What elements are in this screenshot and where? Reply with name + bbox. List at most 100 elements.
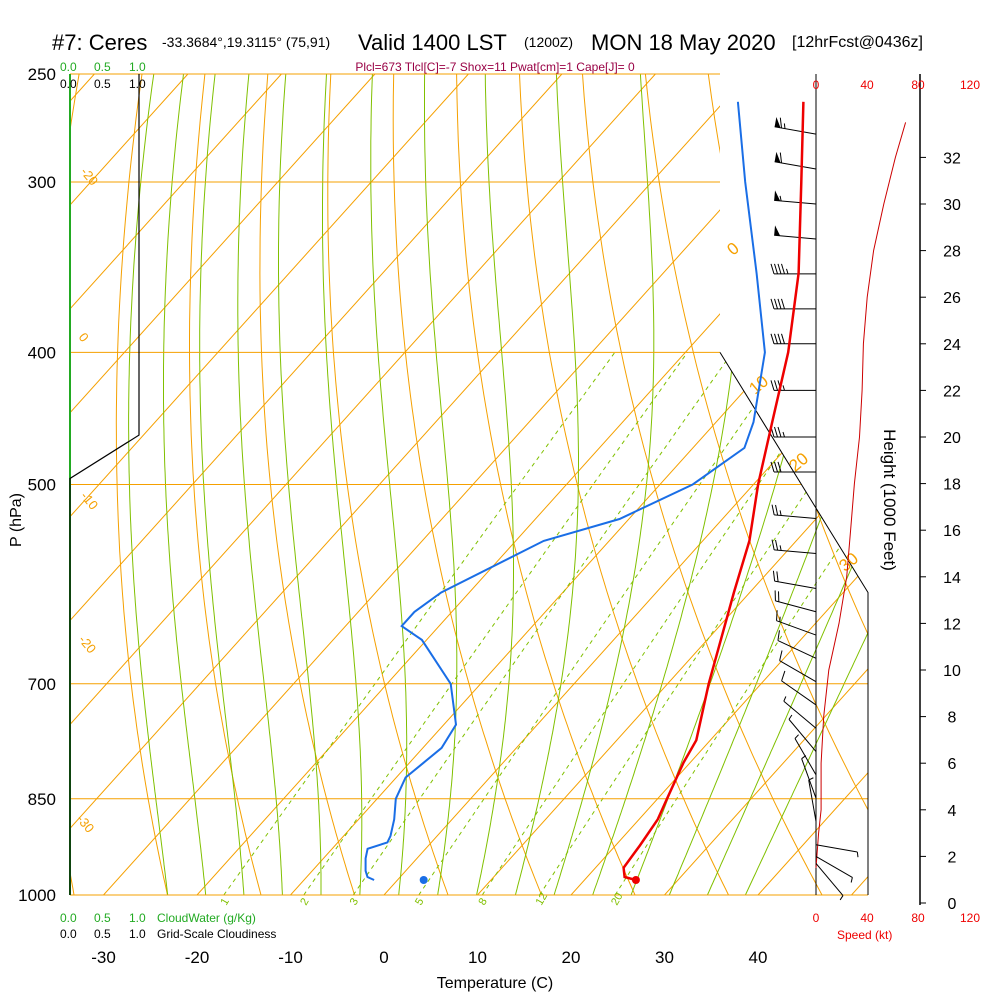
isotherm-label: -10 [78,489,102,513]
height-tick-label: 14 [943,570,961,587]
wind-barb [774,225,817,240]
cloudiness-top-tick-0: 0.0 [60,77,77,91]
wind-barb [815,863,844,901]
sounding-traces [364,101,805,885]
cloudiness-label: Grid-Scale Cloudiness [157,927,276,941]
height-tick-label: 2 [948,849,957,866]
moist-adiabat-line [656,74,868,895]
temperature-tick-label: -30 [91,948,116,967]
cloudiness-top-tick-1: 0.5 [94,77,111,91]
isotherm-line [664,74,868,895]
speed-bottom-tick-0: 0 [813,911,820,925]
mixing-ratio-line [418,352,793,895]
speed-bottom-tick-1: 40 [860,911,874,925]
cloudwater-top-tick-0: 0.0 [60,60,77,74]
cloudwater-label: CloudWater (g/Kg) [157,911,256,925]
isotherm-line [851,74,868,895]
mixing-ratio-label: 3 [348,896,361,907]
station-coords: -33.3684°,19.3115° (75,91) [162,34,330,50]
height-tick-label: 24 [943,337,961,354]
x-axis-title: Temperature (C) [437,975,553,992]
cloudiness-profile [69,74,140,895]
cloudwater-bottom-tick-1: 0.5 [94,911,111,925]
height-tick-label: 20 [943,430,961,447]
wind-barb [776,610,817,636]
wind-barb [770,333,816,345]
height-tick-label: 6 [948,756,957,773]
mixing-ratio-line [481,352,850,895]
wind-barb [788,714,817,752]
height-tick-label: 4 [948,803,957,820]
height-tick-label: 32 [943,150,961,167]
height-axis-title: Height (1000 Feet) [880,429,899,571]
station-name: #7: Ceres [52,30,147,55]
surface-dewpoint-dot [419,876,428,885]
mixing-ratio-line [352,352,733,895]
surface-temperature-dot [631,876,640,885]
wind-barb [794,734,817,776]
dry-adiabat-line [327,74,460,895]
dry-adiabat-line [259,74,365,895]
dewpoint-line [364,101,766,881]
forecast-info: [12hrFcst@0436z] [792,34,923,51]
isotherm-line [70,74,376,895]
cloudwater-top-tick-2: 1.0 [129,60,146,74]
cloudiness-bottom-tick-1: 0.5 [94,927,111,941]
dry-adiabat-line [0,50,21,924]
valid-time: Valid 1400 LST [358,30,507,55]
wind-barb [781,670,817,706]
wind-barb [771,539,817,554]
temperature-tick-label: 10 [468,948,487,967]
height-tick-label: 22 [943,383,961,400]
moist-adiabat-line [731,74,868,895]
wind-barb [770,426,816,438]
wind-barb [815,844,859,858]
dry-adiabat-line [642,74,868,895]
speed-top-tick-2: 80 [911,78,925,92]
plot-boundary [719,352,869,895]
dry-adiabat-line [392,74,555,895]
pressure-tick-label: 250 [28,65,56,84]
dry-adiabat-line [518,74,744,895]
dry-adiabat-line [189,74,270,895]
moist-adiabat-line [507,74,579,895]
speed-bottom-tick-3: 120 [960,911,980,925]
pressure-tick-label: 300 [28,173,56,192]
mixing-ratio-label: 12 [534,891,551,908]
temperature-line [622,101,805,882]
isotherm-label: 0 [723,239,742,260]
isotherm-label: -30 [74,812,98,836]
speed-axis-label: Speed (kt) [837,928,892,942]
wind-barb [808,777,817,822]
height-tick-label: 8 [948,710,957,727]
utc-time: (1200Z) [524,34,573,50]
dry-adiabat-line [115,74,175,895]
wind-barb [783,696,817,729]
temperature-tick-label: 20 [562,948,581,967]
sounding-parameters: Plcl=673 Tlcl[C]=-7 Shox=11 Pwat[cm]=1 C… [355,60,635,74]
wind-speed-line [815,122,907,869]
isotherm-label: -20 [78,164,102,188]
moist-adiabat-line [619,74,848,895]
height-tick-label: 18 [943,477,961,494]
dry-adiabat-line [829,74,868,895]
cloudwater-top-tick-1: 0.5 [94,60,111,74]
wind-barb [774,116,817,135]
forecast-date: MON 18 May 2020 [591,30,776,55]
mixing-ratio-label: 2 [298,896,311,907]
moist-adiabat-line [199,74,247,895]
mixing-ratio-line [539,352,868,895]
wind-barb [770,461,816,473]
mixing-ratio-lines [223,352,868,895]
moist-adiabat-line [694,74,868,895]
isotherm-label: -20 [76,632,100,656]
wind-barb [801,755,817,799]
cloudiness-bottom-tick-0: 0.0 [60,927,77,941]
isotherm-line [70,74,282,895]
dry-adiabat-line [456,74,649,895]
temperature-tick-label: 40 [749,948,768,967]
cloudwater-bottom-tick-0: 0.0 [60,911,77,925]
moist-adiabat-line [128,74,172,895]
mixing-ratio-label: 20 [609,891,626,908]
